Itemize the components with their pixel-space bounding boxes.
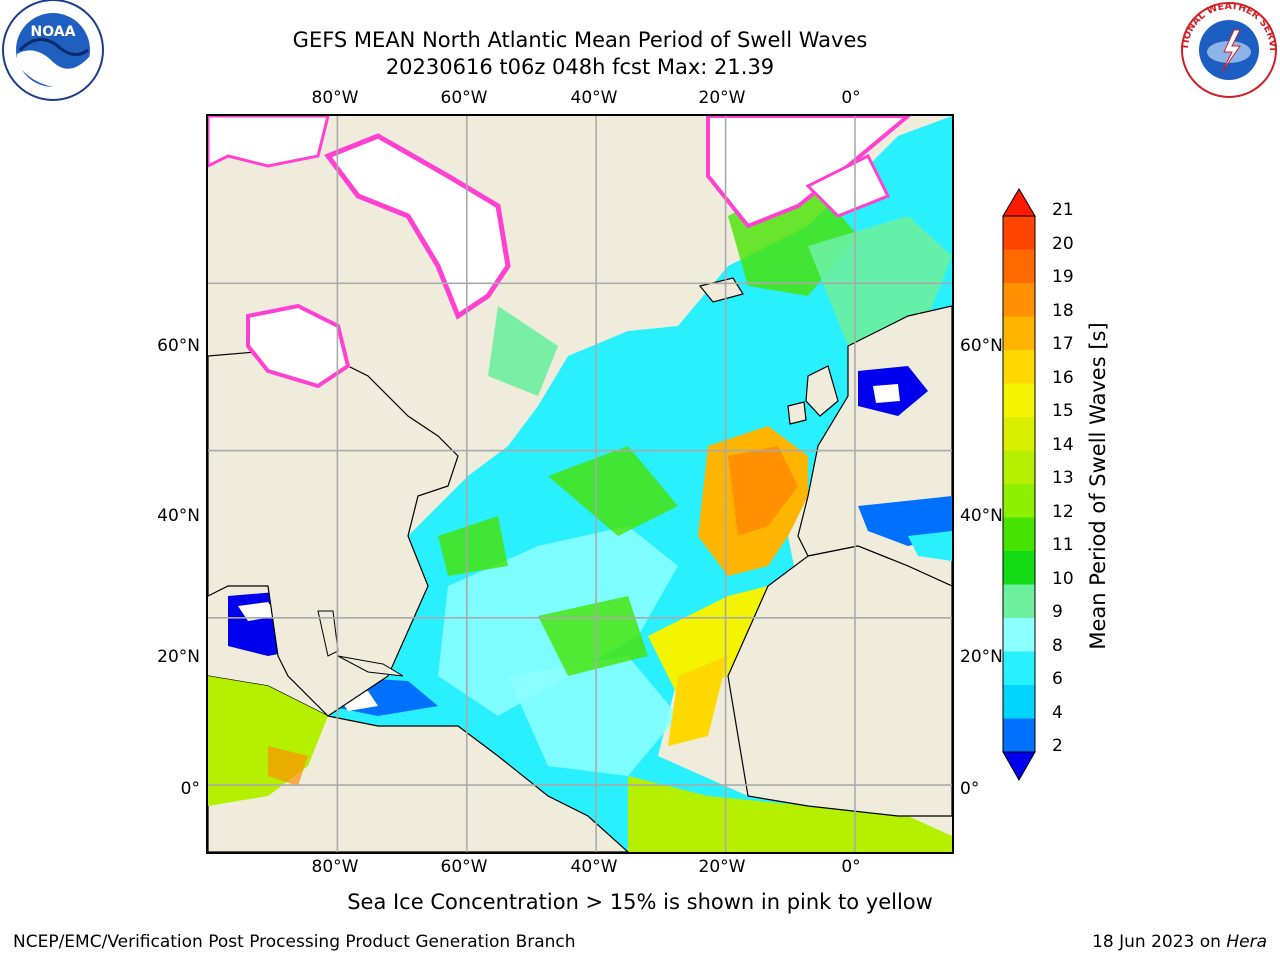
lon-label-bottom-40w: 40°W [570,857,618,877]
footer-date-text: 18 Jun 2023 on [1092,932,1227,952]
colorbar-swatch [1003,685,1035,719]
colorbar-tick-label: 12 [1052,501,1074,522]
colorbar-swatch [1003,651,1035,686]
lat-label-right-60n: 60°N [960,336,1003,356]
lon-label-bottom-60w: 60°W [440,857,488,877]
colorbar-swatch [1003,316,1035,351]
footer-credit: NCEP/EMC/Verification Post Processing Pr… [13,932,576,952]
colorbar-tick-label: 18 [1052,300,1074,321]
noaa-logo: NOAA [0,0,110,108]
colorbar-tick-label: 15 [1052,401,1074,421]
lon-label-bottom-20w: 20°W [698,857,746,877]
colorbar-tick-label: 21 [1052,200,1074,220]
colorbar-tick-label: 8 [1052,635,1063,656]
svg-text:NOAA: NOAA [31,24,76,40]
hudson-bay [246,303,351,389]
lat-label-right-0: 0° [960,779,980,799]
sea-ice-footnote: Sea Ice Concentration > 15% is shown in … [347,890,933,914]
colorbar-swatch [1003,618,1035,652]
colorbar-swatch [1003,417,1035,451]
colorbar-swatch [1003,383,1035,418]
lon-label-top-20w: 20°W [698,88,746,108]
footer-date: 18 Jun 2023 on Hera [1092,932,1267,952]
footer-host: Hera [1226,932,1267,952]
colorbar-swatch [1003,484,1035,518]
chart-title: GEFS MEAN North Atlantic Mean Period of … [292,28,868,52]
colorbar-tick-label: 2 [1052,736,1063,756]
colorbar-swatch [1003,283,1035,317]
british-isles [805,365,839,417]
lat-label-left-40n: 40°N [157,506,200,526]
lon-label-top-60w: 60°W [440,88,488,108]
colorbar-tick-label: 10 [1052,568,1074,589]
africa-land [727,545,952,817]
lon-label-bottom-80w: 80°W [311,857,359,877]
lon-label-bottom-0: 0° [841,857,861,877]
north-america-land [208,350,459,717]
colorbar-label: Mean Period of Swell Waves [s] [1086,322,1110,650]
chart-subtitle: 20230616 t06z 048h fcst Max: 21.39 [385,55,775,79]
colorbar-tick-label: 13 [1052,468,1074,488]
colorbar-tick-label: 4 [1052,702,1063,723]
colorbar-swatch [1003,718,1035,753]
swell-period-map [208,116,952,852]
greenland-land [324,133,511,320]
lat-label-right-20n: 20°N [960,647,1003,667]
colorbar-tick-label: 19 [1052,267,1074,287]
map-panel [206,114,954,854]
colorbar-tick-label: 17 [1052,334,1074,354]
colorbar-swatch [1003,450,1035,485]
lat-label-left-60n: 60°N [157,336,200,356]
lat-label-left-20n: 20°N [157,647,200,667]
colorbar-swatch [1003,216,1035,250]
colorbar-tick-label: 20 [1052,233,1074,254]
colorbar-swatch [1003,517,1035,552]
colorbar-tick-label: 6 [1052,669,1063,689]
map-gridlines [208,116,952,852]
colorbar-swatch [1003,350,1035,384]
lon-label-top-80w: 80°W [311,88,359,108]
colorbar-tick-label: 14 [1052,434,1074,455]
colorbar-swatch [1003,551,1035,585]
colorbar-tick-label: 9 [1052,602,1063,622]
mediterranean-sea [858,496,952,546]
colorbar-tick-label: 16 [1052,367,1074,388]
colorbar-tick-label: 11 [1052,535,1074,555]
lat-label-right-40n: 40°N [960,506,1003,526]
colorbar-swatch [1003,584,1035,619]
lon-label-top-0: 0° [841,88,861,108]
lat-label-left-0: 0° [180,779,200,799]
nws-logo: NATIONAL WEATHER SERVICE [1174,0,1280,104]
colorbar [1002,188,1036,786]
lon-label-top-40w: 40°W [570,88,618,108]
colorbar-swatch [1003,249,1035,284]
